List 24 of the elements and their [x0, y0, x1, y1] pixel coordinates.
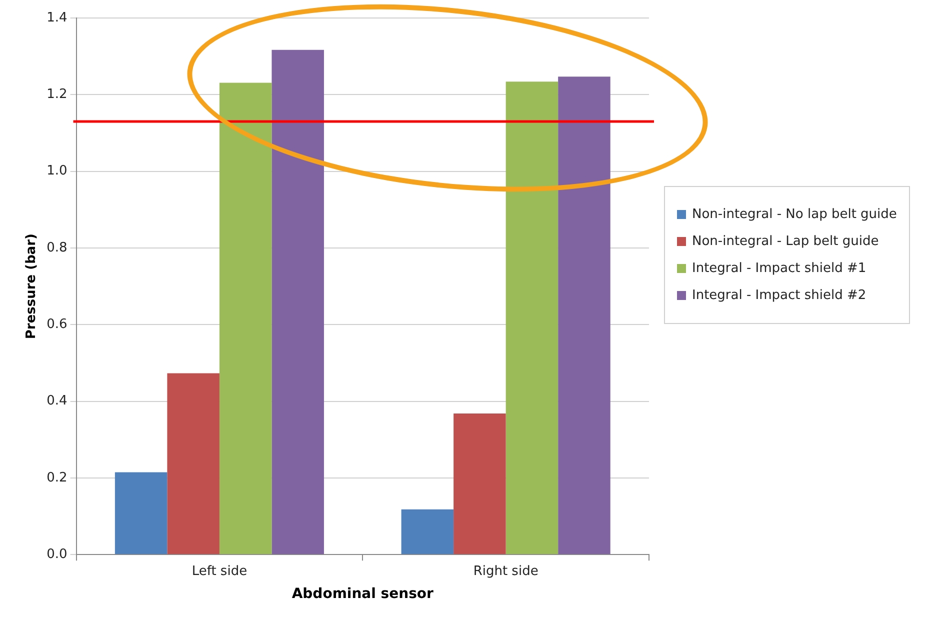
legend-label: Non-integral - No lap belt guide — [692, 207, 897, 222]
legend-label: Integral - Impact shield #2 — [692, 288, 866, 304]
y-tick-label: 1.4 — [46, 10, 68, 26]
x-axis-title: Abdominal sensor — [292, 586, 434, 602]
y-tick-label: 0.6 — [46, 317, 68, 332]
y-tick-label: 0.8 — [46, 240, 68, 256]
legend-label: Integral - Impact shield #1 — [692, 261, 866, 276]
bar — [219, 82, 272, 554]
bar — [167, 373, 220, 554]
bar — [401, 509, 454, 554]
bar — [454, 414, 506, 554]
bar — [506, 82, 558, 554]
x-tick-label: Right side — [473, 564, 538, 579]
y-tick-label: 1.2 — [46, 87, 68, 102]
y-axis-title: Pressure (bar) — [24, 233, 40, 340]
y-tick-label: 0.0 — [46, 546, 68, 562]
bar — [272, 50, 324, 554]
y-tick-label: 1.0 — [46, 164, 68, 179]
x-tick-label: Left side — [192, 564, 248, 579]
legend-label: Non-integral - Lap belt guide — [692, 234, 879, 250]
bar — [558, 76, 610, 554]
y-tick-label: 0.2 — [46, 470, 68, 486]
bar — [114, 472, 168, 554]
y-tick-label: 0.4 — [46, 394, 68, 409]
